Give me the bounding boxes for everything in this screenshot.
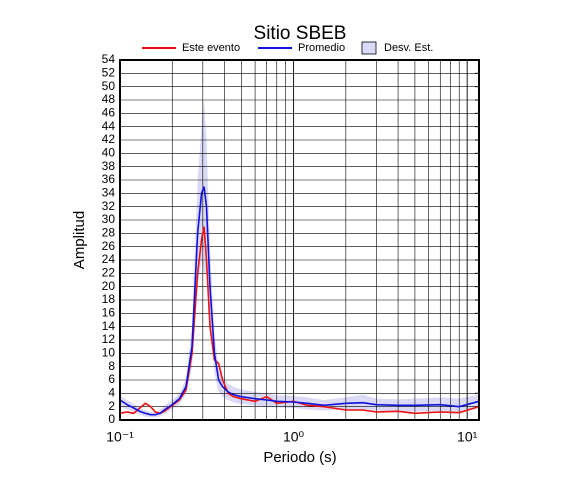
- y-tick-label: 6: [108, 372, 115, 386]
- y-axis-label: Amplitud: [71, 211, 88, 269]
- x-axis-label: Periodo (s): [263, 449, 336, 466]
- legend-label: Este evento: [182, 42, 240, 54]
- y-tick-label: 16: [102, 306, 116, 320]
- y-tick-label: 26: [102, 239, 116, 253]
- y-tick-label: 54: [102, 52, 116, 66]
- y-tick-label: 52: [102, 66, 116, 80]
- series-line: [119, 226, 480, 415]
- y-tick-label: 2: [108, 399, 115, 413]
- y-tick-label: 30: [102, 212, 116, 226]
- y-tick-label: 20: [102, 279, 116, 293]
- plot-frame: [119, 59, 480, 421]
- x-tick-label: 10⁰: [283, 429, 305, 445]
- y-tick-label: 10: [102, 346, 116, 360]
- y-tick-label: 14: [102, 319, 116, 333]
- x-tick-label: 10⁻¹: [106, 429, 134, 445]
- legend-label: Promedio: [298, 42, 345, 54]
- y-tick-label: 0: [108, 412, 115, 426]
- y-tick-label: 4: [108, 386, 115, 400]
- y-tick-label: 32: [102, 199, 116, 213]
- y-tick-label: 36: [102, 172, 116, 186]
- y-tick-label: 24: [102, 252, 116, 266]
- chart-title: Sitio SBEB: [254, 23, 347, 44]
- y-tick-label: 44: [102, 119, 116, 133]
- y-tick-label: 8: [108, 359, 115, 373]
- y-tick-label: 42: [102, 132, 116, 146]
- y-tick-label: 18: [102, 292, 116, 306]
- legend-swatch: [361, 41, 377, 55]
- y-tick-label: 38: [102, 159, 116, 173]
- y-tick-label: 22: [102, 266, 116, 280]
- y-tick-label: 48: [102, 92, 116, 106]
- y-tick-label: 50: [102, 79, 116, 93]
- y-tick-label: 12: [102, 332, 116, 346]
- series-line: [119, 186, 480, 416]
- y-tick-label: 40: [102, 146, 116, 160]
- y-tick-label: 28: [102, 226, 116, 240]
- legend-label: Desv. Est.: [384, 42, 433, 54]
- y-tick-label: 34: [102, 186, 116, 200]
- y-tick-label: 46: [102, 106, 116, 120]
- x-tick-label: 10¹: [457, 429, 478, 445]
- std-band: [120, 100, 479, 418]
